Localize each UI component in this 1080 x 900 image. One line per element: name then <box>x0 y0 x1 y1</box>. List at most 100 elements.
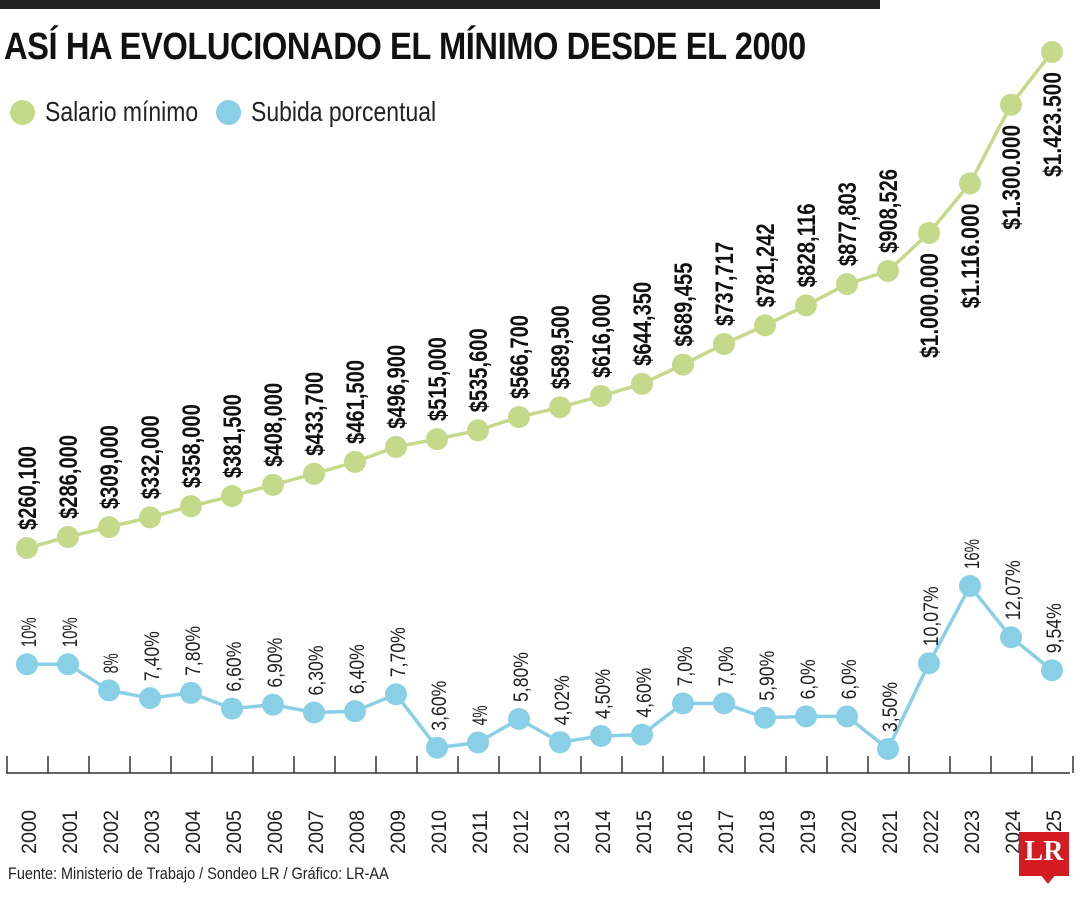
salario-data-label: $589,500 <box>547 305 575 389</box>
subida-data-label: 6,60% <box>223 642 246 692</box>
salario-data-label: $408,000 <box>260 383 288 467</box>
subida-point <box>549 731 571 754</box>
subida-point <box>16 653 38 676</box>
x-tick-label: 2011 <box>469 810 492 854</box>
salario-data-label: $515,000 <box>424 337 452 421</box>
x-tick-label: 2012 <box>510 810 533 854</box>
x-tick-label: 2013 <box>551 810 574 854</box>
subida-point <box>426 736 448 759</box>
subida-data-label: 7,70% <box>387 627 410 677</box>
salario-data-label: $1.300.000 <box>998 125 1026 230</box>
salario-point <box>262 473 284 496</box>
salario-data-label: $286,000 <box>55 435 83 519</box>
x-tick-label: 2000 <box>18 810 41 854</box>
subida-data-label: 10% <box>18 617 41 647</box>
x-tick-label: 2009 <box>387 810 410 854</box>
subida-point <box>631 723 653 746</box>
salario-point <box>303 462 325 485</box>
salario-point <box>426 428 448 451</box>
salario-data-label: $260,100 <box>14 446 42 530</box>
subida-data-label: 12,07% <box>1002 560 1025 620</box>
x-tick-label: 2002 <box>100 810 123 854</box>
salario-point <box>631 372 653 395</box>
subida-data-label: 6,0% <box>838 659 861 699</box>
salario-data-label: $737,717 <box>711 242 739 326</box>
lr-logo-tail <box>1040 874 1056 884</box>
salario-point <box>877 260 899 282</box>
salario-data-label: $908,526 <box>875 169 903 253</box>
salario-point <box>672 353 694 376</box>
salario-point <box>836 273 858 296</box>
subida-point <box>508 708 530 731</box>
subida-point <box>139 687 161 710</box>
subida-point <box>57 653 79 676</box>
salario-data-label: $332,000 <box>137 415 165 499</box>
salario-point <box>1000 93 1022 116</box>
salario-point <box>16 537 38 559</box>
salario-point <box>1041 41 1063 63</box>
salario-point <box>180 495 202 518</box>
salario-point <box>713 332 735 355</box>
salario-point <box>508 406 530 429</box>
salario-data-label: $461,500 <box>342 360 370 444</box>
lr-logo-text: LR <box>1024 836 1064 867</box>
x-tick-label: 2007 <box>305 810 328 854</box>
series-subida-porcentual: 10% 10% 8% 7,40% 7,80% 6,60% 6,90% 6,30% 6,40% 7,… <box>16 539 1066 760</box>
subida-point <box>180 681 202 704</box>
x-tick-label: 2003 <box>141 810 164 854</box>
x-tick-label: 2021 <box>879 810 902 854</box>
x-tick-label: 2023 <box>961 810 984 854</box>
x-tick-label: 2022 <box>920 810 943 854</box>
x-tick-label: 2014 <box>592 810 615 854</box>
subida-data-label: 5,80% <box>510 652 533 702</box>
subida-data-label: 3,50% <box>879 682 902 732</box>
salario-data-label: $535,600 <box>465 328 493 412</box>
subida-point <box>877 738 899 760</box>
subida-data-label: 4% <box>469 705 492 725</box>
salario-point <box>754 314 776 337</box>
legend-item-subida: Subida porcentual <box>216 92 477 132</box>
subida-data-label: 10% <box>59 617 82 647</box>
salario-data-label: $566,700 <box>506 315 534 399</box>
salario-data-label: $781,242 <box>752 223 780 307</box>
salario-data-label: $828,116 <box>793 203 821 287</box>
salario-point <box>221 485 243 508</box>
x-tick-label: 2005 <box>223 810 246 854</box>
x-tick-label: 2008 <box>346 810 369 854</box>
subida-data-label: 16% <box>961 539 984 569</box>
salario-point <box>385 435 407 458</box>
subida-point <box>303 701 325 724</box>
chart-title: ASÍ HA EVOLUCIONADO EL MÍNIMO DESDE EL 2… <box>4 26 806 68</box>
salario-point <box>344 450 366 473</box>
salario-point <box>98 516 120 539</box>
salario-point <box>795 294 817 317</box>
salario-point <box>959 172 981 195</box>
subida-point <box>754 706 776 729</box>
salario-point <box>918 222 940 244</box>
subida-data-label: 4,60% <box>633 668 656 718</box>
subida-data-label: 4,02% <box>551 675 574 725</box>
salario-point <box>57 525 79 548</box>
x-tick-label: 2016 <box>674 810 697 854</box>
subida-data-label: 6,90% <box>264 638 287 688</box>
salario-data-label: $689,455 <box>670 263 698 347</box>
subida-data-label: 10,07% <box>920 586 943 646</box>
subida-data-label: 6,0% <box>797 659 820 699</box>
series-salario-minimo: $260,100 $286,000 $309,000 $332,000 $358,000… <box>14 41 1067 559</box>
legend-item-salario: Salario mínimo <box>10 92 232 132</box>
subida-data-label: 3,60% <box>428 681 451 731</box>
salario-data-label: $877,803 <box>834 182 862 266</box>
salario-data-label: $496,900 <box>383 345 411 429</box>
x-tick-label: 2004 <box>182 810 205 854</box>
x-tick-label: 2019 <box>797 810 820 854</box>
x-tick-label: 2020 <box>838 810 861 854</box>
subida-point <box>672 692 694 715</box>
x-tick-label: 2001 <box>59 810 82 854</box>
subida-data-label: 7,0% <box>715 646 738 686</box>
x-tick-label: 2010 <box>428 810 451 854</box>
x-tick-label: 2006 <box>264 810 287 854</box>
subida-point <box>918 652 940 675</box>
salario-point <box>549 396 571 419</box>
salario-point <box>467 419 489 442</box>
